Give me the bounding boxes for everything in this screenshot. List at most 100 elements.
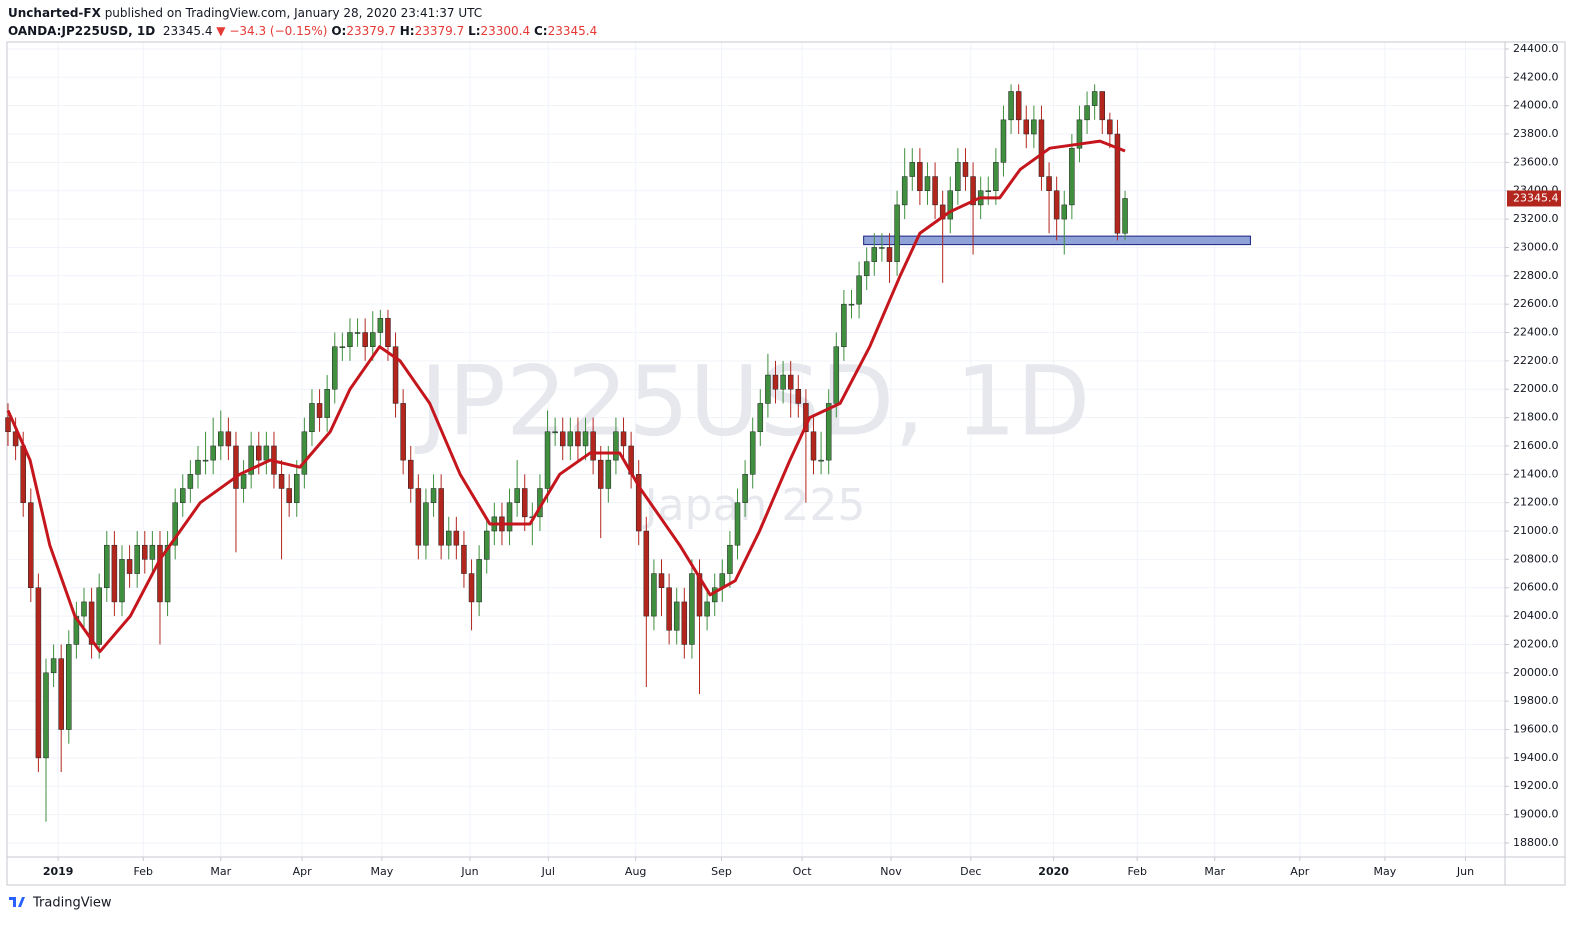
candle-body — [58, 658, 64, 730]
y-tick-label: 24400.0 — [1513, 42, 1559, 55]
candle-body — [514, 488, 520, 503]
candle-body — [613, 431, 619, 461]
published-text: published on TradingView.com, January 28… — [104, 6, 483, 20]
brand-logo — [9, 897, 25, 907]
y-tick-label: 21600.0 — [1513, 439, 1559, 452]
candle-body — [88, 601, 95, 645]
y-tick-label: 22800.0 — [1513, 269, 1559, 282]
candle-body — [430, 488, 437, 503]
candle-body — [286, 488, 292, 503]
publish-line: Uncharted-FX published on TradingView.co… — [8, 4, 597, 22]
moving-average — [6, 139, 1126, 654]
watermark-subtitle: Japan 225 — [642, 480, 866, 531]
candle-body — [955, 162, 961, 191]
candle-body — [673, 601, 680, 631]
candle-body — [347, 332, 353, 347]
x-tick-label: May — [1374, 865, 1397, 878]
candle-body — [164, 544, 171, 603]
x-tick-label: 2020 — [1038, 865, 1069, 878]
candle-body — [172, 502, 178, 546]
candle-body — [324, 388, 330, 418]
candle-body — [104, 544, 110, 588]
x-tick-label: Feb — [134, 865, 153, 878]
candle-body — [142, 544, 148, 560]
candle-body — [932, 176, 938, 206]
brand: TradingView — [32, 896, 112, 911]
candle-body — [635, 474, 642, 532]
candle-body — [362, 332, 368, 347]
candle-body — [909, 162, 916, 177]
candle-body — [400, 403, 406, 461]
candle-body — [354, 332, 361, 334]
candle-body — [780, 374, 786, 390]
candle-body — [567, 431, 574, 447]
frame — [6, 41, 1566, 886]
candle-body — [544, 431, 551, 489]
x-tick-label: Aug — [625, 865, 646, 878]
candle-body — [848, 303, 855, 306]
candle-body — [787, 374, 794, 390]
down-arrow: ▼ — [216, 24, 226, 38]
candle-body — [1091, 91, 1098, 106]
candle-body — [666, 587, 672, 631]
last-price-tag — [1507, 190, 1561, 207]
y-tick-label: 23600.0 — [1513, 155, 1559, 168]
candle-body — [301, 431, 308, 475]
candle-body — [1046, 176, 1052, 191]
candle-body — [643, 530, 650, 617]
candle-body — [863, 261, 870, 277]
candle-body — [833, 346, 840, 404]
candle-body — [871, 247, 878, 262]
candle-body — [552, 431, 558, 434]
candle-body — [157, 544, 163, 603]
y-tick-label: 23200.0 — [1513, 212, 1559, 225]
ohlc-value: 23379.7 — [346, 24, 396, 38]
candle-body — [233, 445, 239, 489]
ohlc-value: 23379.7 — [414, 24, 465, 38]
candle-body — [66, 644, 72, 730]
candle-body — [795, 388, 802, 404]
candle-body — [651, 573, 657, 617]
candle-body — [423, 502, 429, 546]
candle-body — [43, 672, 49, 759]
x-tick-label: Mar — [1204, 865, 1225, 878]
y-tick-label: 19000.0 — [1513, 808, 1559, 821]
x-tick-label: Sep — [711, 865, 732, 878]
candle-body — [187, 474, 194, 489]
candle-body — [765, 374, 771, 404]
candle-body — [134, 544, 140, 574]
x-tick-label: Mar — [210, 865, 231, 878]
candle-body — [256, 445, 262, 461]
x-tick-label: Nov — [880, 865, 902, 878]
candle-body — [240, 474, 247, 489]
header: Uncharted-FX published on TradingView.co… — [8, 4, 597, 40]
y-tick-label: 21200.0 — [1513, 496, 1559, 509]
candle-body — [924, 176, 931, 191]
candle-body — [605, 459, 612, 489]
x-tick-label: Oct — [793, 865, 813, 878]
candle-body — [970, 176, 976, 206]
candle-body — [225, 431, 232, 447]
candle-body — [939, 204, 946, 220]
grid — [8, 42, 1505, 857]
candle-body — [28, 502, 34, 588]
y-tick-label: 22000.0 — [1513, 382, 1559, 395]
y-tick-label: 22400.0 — [1513, 326, 1559, 339]
x-tick-label: Dec — [960, 865, 981, 878]
candle-body — [886, 247, 893, 262]
candle-body — [1000, 119, 1007, 163]
candle-body — [1053, 190, 1060, 220]
candle-body — [1099, 91, 1106, 121]
y-tick-label: 21000.0 — [1513, 524, 1559, 537]
candle-body — [582, 431, 589, 447]
candle-body — [597, 459, 604, 489]
candle-body — [1031, 119, 1037, 135]
y-tick-label: 21800.0 — [1513, 411, 1559, 424]
candle-body — [993, 162, 999, 191]
candle-body — [248, 445, 254, 475]
ohlc-label: H: — [399, 24, 415, 38]
x-tick-label: May — [370, 865, 393, 878]
candle-body — [407, 459, 414, 489]
candle-body — [681, 601, 688, 645]
y-tick-label: 18800.0 — [1513, 836, 1559, 849]
